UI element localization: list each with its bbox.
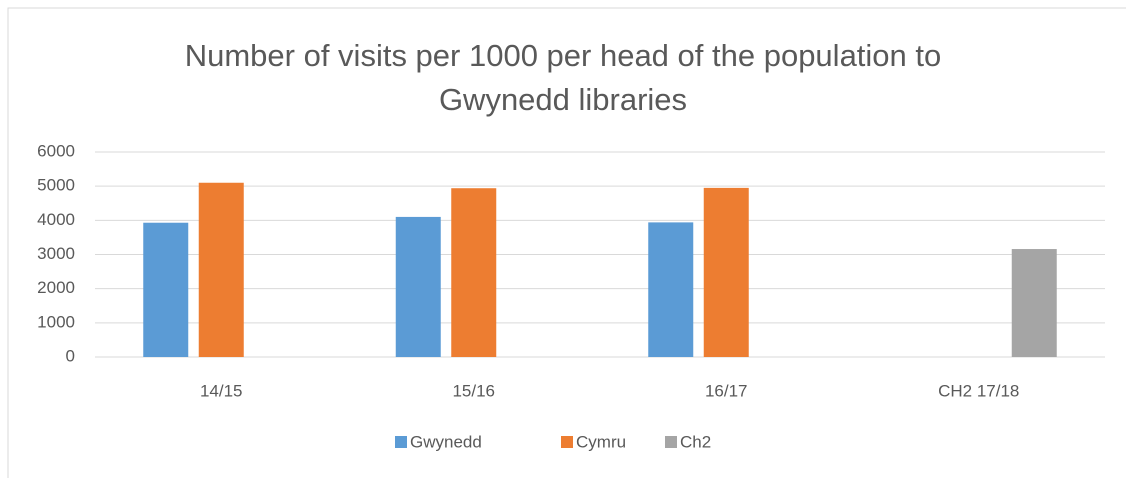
bar — [451, 188, 497, 357]
y-tick-label: 5000 — [37, 176, 75, 195]
y-tick-label: 1000 — [37, 312, 75, 331]
bar — [703, 187, 749, 357]
chart-border — [7, 7, 1126, 478]
x-tick-label: 16/17 — [705, 381, 748, 400]
x-tick-label: 15/16 — [452, 381, 495, 400]
legend-swatch — [561, 436, 573, 448]
legend-label: Cymru — [576, 432, 626, 451]
y-tick-label: 0 — [66, 346, 75, 365]
legend-label: Gwynedd — [410, 432, 482, 451]
bar — [198, 182, 244, 357]
chart-title: Number of visits per 1000 per head of th… — [184, 38, 942, 117]
x-tick-label: CH2 17/18 — [938, 381, 1019, 400]
legend-swatch — [395, 436, 407, 448]
y-tick-label: 6000 — [37, 141, 75, 160]
legend-label: Ch2 — [680, 432, 711, 451]
y-tick-label: 3000 — [37, 244, 75, 263]
y-tick-label: 4000 — [37, 210, 75, 229]
bar — [395, 216, 441, 357]
bar — [1011, 249, 1057, 357]
legend-swatch — [665, 436, 677, 448]
y-tick-label: 2000 — [37, 278, 75, 297]
bar — [143, 222, 189, 357]
bar — [648, 222, 694, 357]
x-tick-label: 14/15 — [200, 381, 243, 400]
